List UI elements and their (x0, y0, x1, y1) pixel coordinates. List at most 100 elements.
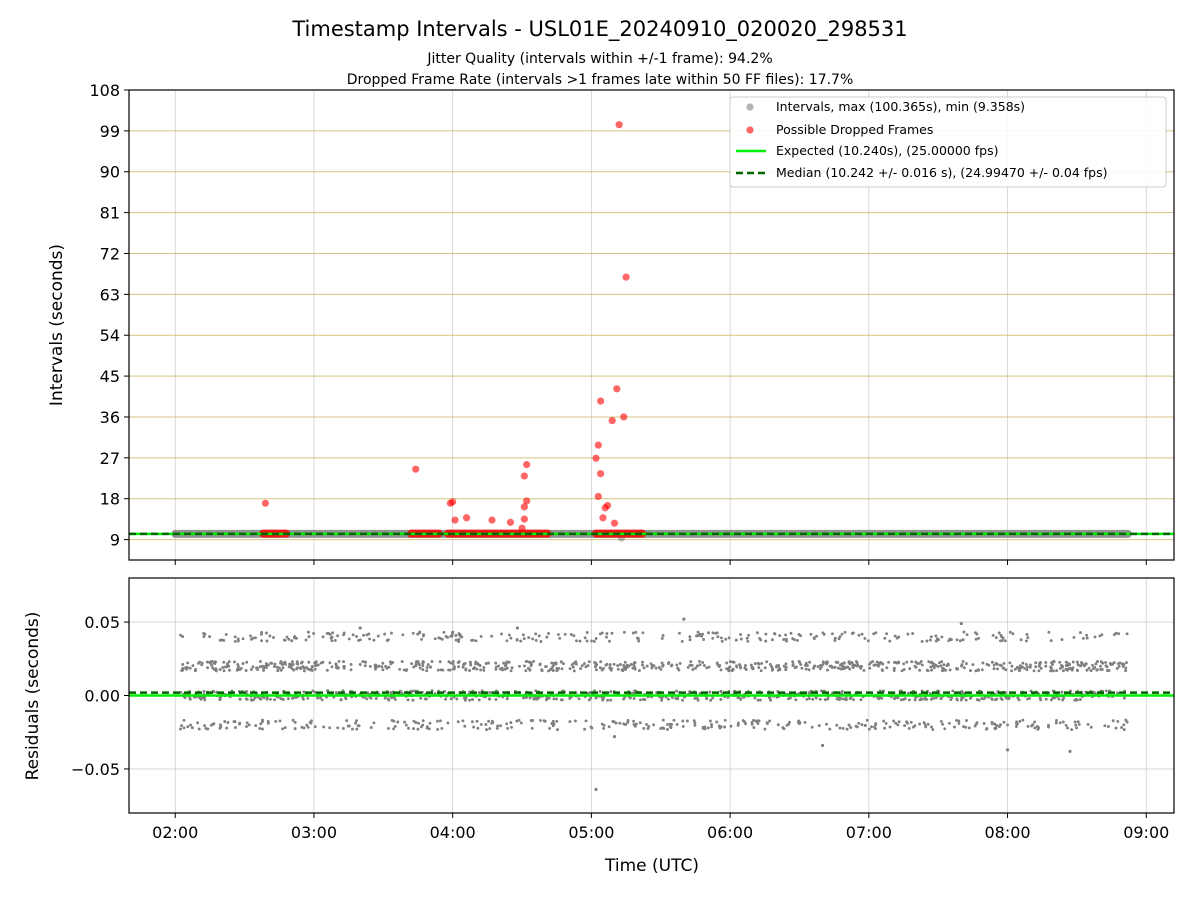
residual-point-249 (482, 668, 486, 672)
residual-point-3 (962, 666, 966, 670)
residual-point-240 (652, 664, 656, 668)
residual-point-1209 (747, 633, 751, 637)
residual-point-43 (641, 660, 644, 664)
residual-point-1717 (1026, 636, 1030, 640)
residual-point-1404 (1049, 669, 1053, 673)
residual-point-1807 (374, 663, 378, 667)
residual-point-512 (306, 725, 310, 729)
residual-point-849 (280, 663, 284, 667)
residual-point-1667 (385, 639, 389, 642)
residual-point-1293 (1122, 728, 1126, 732)
residual-point-1526 (264, 664, 268, 668)
residual-point-535 (799, 663, 803, 666)
residual-point-1979 (784, 668, 788, 672)
residual-point-646 (258, 660, 262, 663)
residual-point-936 (558, 636, 562, 640)
residual-point-75 (1117, 664, 1121, 668)
residual-point-1434 (693, 696, 697, 700)
residual-point-1178 (418, 631, 422, 635)
residual-point-1738 (787, 722, 791, 726)
residual-point-1316 (729, 724, 733, 728)
residual-point-1787 (851, 664, 855, 668)
residual-point-316 (283, 726, 287, 730)
residual-point-1935 (782, 638, 786, 641)
residual-point-157 (479, 668, 483, 672)
residual-point-1995 (388, 660, 392, 664)
residual-point-44 (825, 722, 828, 726)
residual-point-1164 (390, 631, 393, 635)
residual-point-730 (1079, 664, 1083, 668)
residual-point-1270 (233, 635, 237, 639)
residual-point-1433 (291, 696, 295, 700)
residual-point-160 (936, 665, 940, 668)
residual-point-656 (1020, 665, 1024, 669)
residual-point-1969 (685, 719, 689, 723)
residual-point-1360 (930, 725, 933, 729)
residual-point-1366 (1035, 725, 1039, 728)
residual-point-1007 (922, 697, 926, 701)
residual-point-746 (496, 724, 500, 728)
residual-point-51 (632, 719, 636, 723)
residual-point-1096 (245, 660, 249, 664)
residual-point-1732 (758, 636, 762, 640)
residual-point-1275 (357, 724, 361, 728)
residual-point-899 (438, 719, 442, 723)
dropped-point-10 (520, 503, 528, 511)
residual-point-1890 (468, 698, 472, 702)
residual-point-1136 (1064, 663, 1068, 667)
residual-point-1008 (1076, 663, 1080, 667)
residual-point-1677 (309, 721, 313, 725)
legend-frame (729, 96, 1167, 188)
residual-point-1243 (223, 720, 227, 723)
residual-point-1457 (197, 727, 201, 731)
residual-point-1671 (604, 663, 608, 667)
residual-point-261 (179, 727, 182, 731)
chart-title: Timestamp Intervals - USL01E_20240910_02… (291, 17, 907, 42)
residual-point-1409 (220, 638, 224, 642)
residual-point-606 (800, 666, 804, 670)
residual-point-1867 (1111, 662, 1114, 666)
residual-point-72 (1103, 724, 1107, 728)
residual-point-1451 (347, 637, 351, 641)
residual-point-1189 (1120, 662, 1124, 666)
residual-point-1101 (997, 725, 1001, 728)
residual-point-1111 (995, 697, 999, 701)
residual-point-1042 (449, 634, 453, 638)
residual-point-599 (860, 632, 864, 636)
residual-point-96 (913, 698, 917, 702)
residual-point-28 (1037, 669, 1041, 673)
dropped-point-26 (620, 413, 628, 421)
residual-point-1023 (194, 667, 198, 671)
residual-point-439 (693, 723, 697, 727)
residual-point-1297 (837, 637, 841, 641)
residual-point-927 (782, 664, 786, 668)
residual-point-1841 (300, 725, 304, 729)
residual-point-105 (182, 718, 186, 722)
residual-point-1921 (1095, 660, 1099, 664)
residual-point-972 (349, 662, 353, 666)
residual-point-947 (457, 640, 461, 643)
residual-point-881 (631, 666, 635, 670)
residual-point-501 (711, 636, 715, 640)
residual-point-24 (759, 669, 763, 673)
residual-point-1847 (406, 698, 410, 702)
residual-point-280 (1064, 660, 1068, 664)
residual-point-1852 (349, 668, 353, 672)
residual-point-1635 (960, 664, 963, 668)
residual-point-259 (293, 727, 297, 731)
dropped-point-22 (608, 416, 616, 425)
residual-point-787 (930, 668, 934, 672)
residual-point-505 (302, 690, 306, 694)
residual-point-415 (383, 632, 387, 636)
residual-point-1268 (387, 698, 391, 702)
residual-point-351 (530, 726, 534, 730)
residual-point-1572 (608, 666, 612, 669)
residual-point-1122 (305, 723, 309, 727)
residual-point-830 (488, 697, 492, 701)
residual-point-1864 (631, 631, 635, 635)
residual-point-1352 (538, 663, 542, 667)
residual-point-664 (907, 691, 910, 695)
dropped-point-14 (592, 454, 600, 462)
residual-point-1723 (425, 669, 429, 673)
